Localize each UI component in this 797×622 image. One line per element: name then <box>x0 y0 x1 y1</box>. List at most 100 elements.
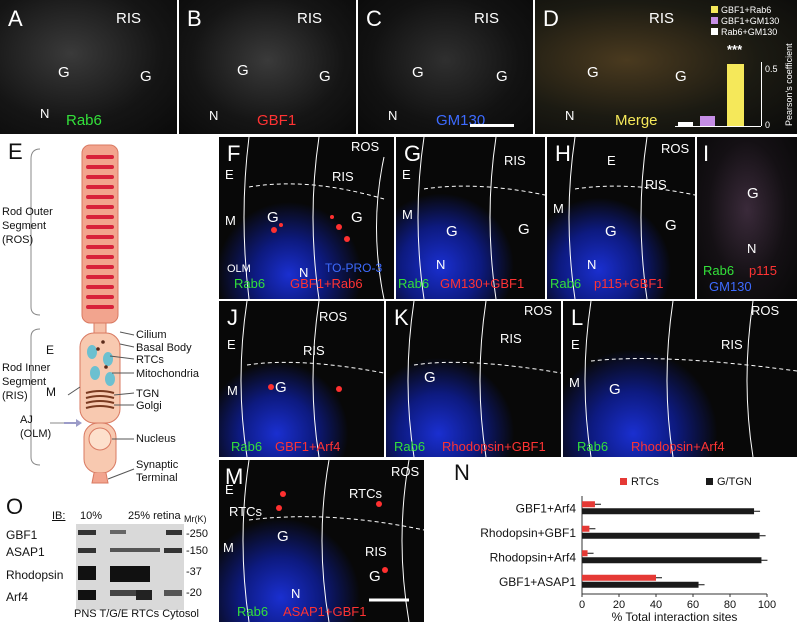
region-label: RIS <box>649 10 675 27</box>
stain-label-g-a: Rab6 <box>398 276 430 291</box>
aj-label: AJ (OLM) <box>20 414 52 440</box>
ris-label: RIS <box>332 169 354 184</box>
panel-letter: H <box>555 141 571 166</box>
x-tick-label: 80 <box>724 599 736 611</box>
golgi-label: G <box>412 64 424 81</box>
e-label: E <box>571 337 580 352</box>
legend-item: Rab6+GM130 <box>721 26 778 37</box>
part-label: Mitochondria <box>136 368 199 380</box>
ros-label: ROS <box>319 309 348 324</box>
stain-label-a: Rab6 <box>231 439 263 454</box>
part-label: Cilium <box>136 329 167 341</box>
category-label: GBF1+Arf4 <box>516 501 577 515</box>
rtcs-label-2: RTCs <box>349 486 382 501</box>
cell-outlines <box>240 301 384 457</box>
golgi-label: G <box>446 223 458 240</box>
panel-letter: O <box>6 494 24 519</box>
stain-label: Rab6 <box>66 112 102 129</box>
legend-swatch <box>620 478 627 485</box>
e-label: E <box>227 337 236 352</box>
ris-label: RIS <box>303 343 325 358</box>
stain-label-a: Rab6 <box>237 604 269 619</box>
legend: GBF1+Rab6 GBF1+GM130 Rab6+GM130 <box>711 4 779 37</box>
mr-label: Mr(K) <box>184 514 207 524</box>
lane-labels: PNS T/G/E RTCs Cytosol <box>74 608 199 620</box>
golgi-label-2: G <box>319 68 331 85</box>
m-label: M <box>46 385 56 399</box>
panel-letter: G <box>404 141 422 166</box>
bar-rtcs <box>582 574 656 581</box>
panel-letter: K <box>394 305 409 330</box>
golgi-label: G <box>587 64 599 81</box>
x-tick-label: 0 <box>579 599 585 611</box>
region-label: RIS <box>474 10 500 27</box>
part-label: Nucleus <box>136 433 176 445</box>
panel-letter: N <box>454 460 470 485</box>
x-tick-label: 40 <box>650 599 662 611</box>
golgi-label-2: G <box>518 221 530 238</box>
panel-d: D RIS G G N Merge GBF1+Rab6 GBF1+GM130 R… <box>535 0 797 134</box>
bar-rtcs <box>582 501 595 508</box>
category-label: Rhodopsin+Arf4 <box>490 550 577 564</box>
stain-label-f-b: GBF1+Rab6 <box>290 276 363 291</box>
m-label: M <box>223 540 234 555</box>
panel-letter: B <box>187 6 202 31</box>
panel-l: L ROS RIS E M G Rab6 Rhodopsin+Arf4 <box>563 301 797 457</box>
ib-label: IB: <box>52 510 66 522</box>
ris-label: RIS <box>365 544 387 559</box>
y-axis-label: Pearson's coefficient <box>784 43 794 126</box>
ris-label: Rod Inner Segment (RIS) <box>2 362 51 402</box>
cell-outlines <box>584 301 797 457</box>
ris-label: RIS <box>721 337 743 352</box>
ros-label: Rod Outer Segment (ROS) <box>2 206 53 246</box>
nucleus-label: N <box>388 108 398 123</box>
panel-letter: F <box>227 141 241 166</box>
panel-k: K ROS RIS G Rab6 Rhodopsin+GBF1 <box>386 301 561 457</box>
region-label: RIS <box>297 10 323 27</box>
golgi-label: G <box>275 379 287 396</box>
scale-bar <box>470 124 514 127</box>
nucleus-label: N <box>587 257 597 272</box>
blot-row-label: Arf4 <box>6 590 29 604</box>
e-label: E <box>46 343 55 357</box>
stain-label-b: GBF1+Arf4 <box>275 439 341 454</box>
panel-a: A RIS G G N Rab6 <box>0 0 177 134</box>
panel-j: J ROS RIS E M G Rab6 GBF1+Arf4 <box>219 301 384 457</box>
bar-gtgn <box>582 532 760 539</box>
m-label: M <box>227 383 238 398</box>
tick-label: 0 <box>765 120 771 130</box>
panel-h: H ROS RIS E M G G N <box>547 137 695 299</box>
part-label: RTCs <box>136 354 164 366</box>
panel-letter: A <box>8 6 23 31</box>
golgi-label-2: G <box>369 568 381 585</box>
panel-letter: I <box>703 141 710 166</box>
stain-label: Merge <box>615 112 658 129</box>
panel-f: F ROS RIS E M G G N OLM TO-PRO-3 <box>219 137 394 299</box>
inset-axis <box>761 62 762 126</box>
category-label: GBF1+ASAP1 <box>499 575 576 589</box>
golgi-label: G <box>424 369 436 386</box>
bar-gtgn <box>582 508 755 515</box>
panel-i: I G N Rab6 p115 GM130 <box>697 137 797 299</box>
panel-m: M ROS RTCs RTCs RIS E M G G N Rab6 ASAP1… <box>219 460 424 622</box>
inset-bar <box>700 116 715 126</box>
golgi-label-2: G <box>140 68 152 85</box>
golgi-label: G <box>277 528 289 545</box>
ris-label: RIS <box>645 177 667 192</box>
cell-outlines <box>568 137 695 299</box>
cell-outlines <box>242 460 424 622</box>
golgi-label: G <box>267 209 279 226</box>
cell-outlines <box>417 137 545 299</box>
stain-label-b: Rhodopsin+GBF1 <box>442 439 546 454</box>
golgi-label-2: G <box>496 68 508 85</box>
legend-swatch <box>706 478 713 485</box>
significance-stars: *** <box>727 42 743 57</box>
stain-label-g-b: GM130+GBF1 <box>440 276 525 291</box>
stain-label: GBF1 <box>257 112 297 129</box>
stain-label-b: ASAP1+GBF1 <box>283 604 367 619</box>
rod-schematic <box>30 144 135 484</box>
golgi-label: G <box>605 223 617 240</box>
rtcs-label: RTCs <box>229 504 262 519</box>
pct-label-2: 25% retina <box>128 510 181 522</box>
